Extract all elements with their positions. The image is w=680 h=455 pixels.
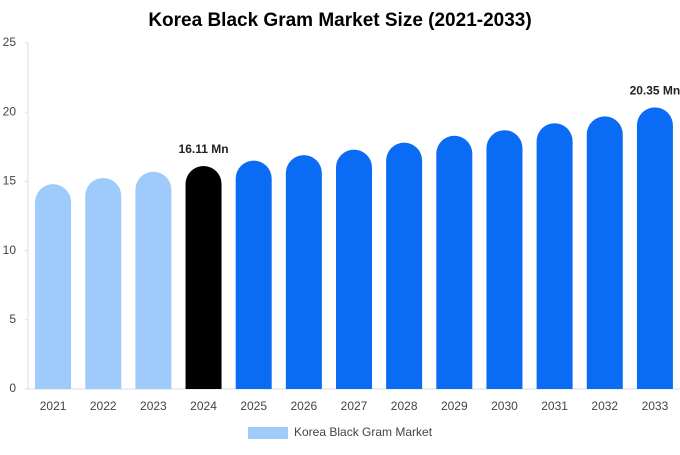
value-label: 16.11 Mn — [179, 142, 229, 156]
bar — [235, 160, 272, 389]
x-tick-label: 2022 — [90, 399, 117, 413]
x-tick-label: 2032 — [591, 399, 618, 413]
y-tick-label: 20 — [3, 104, 17, 118]
x-tick-label: 2025 — [240, 399, 267, 413]
x-tick-label: 2028 — [391, 399, 418, 413]
value-label: 20.35 Mn — [630, 84, 680, 98]
bar — [135, 171, 172, 389]
bar — [636, 107, 673, 389]
x-tick-label: 2024 — [190, 399, 217, 413]
x-tick-label: 2026 — [290, 399, 317, 413]
x-tick-label: 2031 — [541, 399, 568, 413]
bar — [85, 177, 122, 389]
bar — [486, 130, 523, 389]
x-tick-label: 2023 — [140, 399, 167, 413]
bar — [586, 116, 623, 390]
chart-title: Korea Black Gram Market Size (2021-2033) — [148, 10, 531, 31]
y-tick-label: 0 — [9, 381, 16, 395]
legend-swatch — [248, 427, 288, 439]
bar — [185, 166, 222, 389]
y-tick-label: 5 — [9, 312, 16, 326]
y-tick-label: 15 — [3, 174, 17, 188]
bar — [285, 155, 322, 389]
x-tick-label: 2021 — [40, 399, 67, 413]
y-tick-label: 10 — [3, 243, 17, 257]
x-tick-label: 2029 — [441, 399, 468, 413]
x-tick-label: 2027 — [341, 399, 368, 413]
y-tick-label: 25 — [3, 35, 17, 49]
bar — [436, 135, 473, 389]
x-tick-label: 2033 — [642, 399, 669, 413]
bar — [336, 149, 372, 389]
legend-label: Korea Black Gram Market — [294, 425, 433, 439]
bar — [35, 184, 72, 389]
x-tick-label: 2030 — [491, 399, 518, 413]
bar — [536, 123, 573, 389]
bar — [386, 142, 423, 389]
